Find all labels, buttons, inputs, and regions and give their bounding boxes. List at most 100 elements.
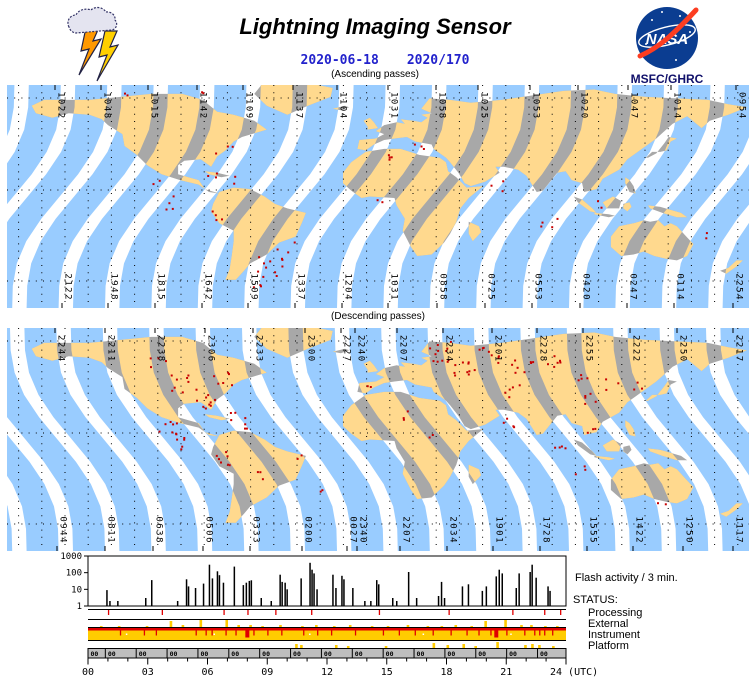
time-axis-labels: 00 03 06 09 12 15 18 21 24 (UTC) xyxy=(82,667,598,678)
svg-text:1901: 1901 xyxy=(494,516,504,544)
lightning-flash-dots xyxy=(124,91,708,289)
svg-text:00: 00 xyxy=(509,650,517,658)
svg-text:1117: 1117 xyxy=(734,516,744,544)
descending-caption: (Descending passes) xyxy=(331,311,425,322)
svg-text:00: 00 xyxy=(324,650,332,658)
agency-label: MSFC/GHRC xyxy=(630,72,704,86)
svg-text:1: 1 xyxy=(77,602,82,612)
orbit-time-labels: 2244 2211 2238 2306 2233 2300 2227 2240 2207 2234… xyxy=(54,328,744,551)
svg-text:00: 00 xyxy=(355,650,363,658)
flash-activity-label: Flash activity / 3 min. xyxy=(575,572,678,584)
svg-text:1014: 1014 xyxy=(672,92,682,120)
svg-text:1031: 1031 xyxy=(389,92,399,120)
instrument-status-marks xyxy=(119,630,554,638)
svg-text:1053: 1053 xyxy=(531,92,541,120)
svg-text:1642: 1642 xyxy=(203,273,213,301)
svg-text:10: 10 xyxy=(71,585,82,595)
svg-text:1204: 1204 xyxy=(343,273,353,301)
svg-text:03: 03 xyxy=(142,667,154,678)
time-axis xyxy=(87,658,567,665)
svg-text:2207: 2207 xyxy=(398,335,408,363)
svg-text:00: 00 xyxy=(262,650,270,658)
ascending-passes-map: 1022 1048 1015 1142 1109 1137 1104 1031 1058 1025… xyxy=(7,85,749,308)
svg-text:2207: 2207 xyxy=(401,516,411,544)
svg-text:00: 00 xyxy=(293,650,301,658)
svg-text:1058: 1058 xyxy=(437,92,447,120)
svg-text:24 (UTC): 24 (UTC) xyxy=(550,667,598,678)
svg-text:0114: 0114 xyxy=(675,273,685,301)
svg-text:0333: 0333 xyxy=(251,516,261,544)
svg-text:1815: 1815 xyxy=(156,273,166,301)
svg-text:00: 00 xyxy=(170,650,178,658)
svg-text:1250: 1250 xyxy=(684,516,694,544)
external-status-marks xyxy=(99,620,559,628)
svg-text:00: 00 xyxy=(447,650,455,658)
flash-spikes xyxy=(106,562,551,606)
svg-text:1031: 1031 xyxy=(389,273,399,301)
svg-text:0858: 0858 xyxy=(438,273,448,301)
svg-text:1109: 1109 xyxy=(244,92,254,120)
svg-text:0944: 0944 xyxy=(58,516,68,544)
svg-text:1047: 1047 xyxy=(629,92,639,120)
svg-text:2240: 2240 xyxy=(356,335,366,363)
svg-text:2300: 2300 xyxy=(306,335,316,363)
svg-text:1555: 1555 xyxy=(588,516,598,544)
svg-text:1015: 1015 xyxy=(149,92,159,120)
status-row-processing: Processing xyxy=(588,607,643,619)
svg-text:1142: 1142 xyxy=(198,92,208,120)
date-doy: 2020/170 xyxy=(406,53,470,68)
svg-text:2255: 2255 xyxy=(584,335,594,363)
processing-status-marks xyxy=(107,610,562,615)
platform-status-marks xyxy=(295,642,555,648)
status-row-instrument: Instrument xyxy=(588,629,640,641)
svg-text:1137: 1137 xyxy=(294,92,304,120)
lightning-cloud-icon xyxy=(67,6,120,82)
page-title: Lightning Imaging Sensor xyxy=(239,14,511,39)
svg-text:0420: 0420 xyxy=(581,273,591,301)
svg-text:18: 18 xyxy=(440,667,452,678)
svg-text:0247: 0247 xyxy=(628,273,638,301)
svg-text:2306: 2306 xyxy=(206,335,216,363)
svg-text:00: 00 xyxy=(540,650,548,658)
svg-text:0027: 0027 xyxy=(348,516,358,544)
svg-text:2340: 2340 xyxy=(358,516,368,544)
svg-text:00: 00 xyxy=(82,667,94,678)
svg-text:1022: 1022 xyxy=(56,92,66,120)
svg-text:15: 15 xyxy=(381,667,393,678)
svg-text:2228: 2228 xyxy=(538,335,548,363)
svg-text:2122: 2122 xyxy=(63,273,73,301)
date-iso: 2020-06-18 xyxy=(300,53,379,68)
svg-text:12: 12 xyxy=(321,667,333,678)
svg-text:2211: 2211 xyxy=(106,335,116,363)
svg-text:2034: 2034 xyxy=(448,516,458,544)
svg-text:21: 21 xyxy=(500,667,512,678)
svg-text:2201: 2201 xyxy=(493,335,503,363)
svg-text:00: 00 xyxy=(417,650,425,658)
svg-text:09: 09 xyxy=(261,667,273,678)
svg-text:1000: 1000 xyxy=(60,552,82,562)
svg-text:1020: 1020 xyxy=(579,92,589,120)
svg-text:2222: 2222 xyxy=(631,335,641,363)
svg-text:2227: 2227 xyxy=(342,335,352,363)
svg-text:0638: 0638 xyxy=(154,516,164,544)
lightning-flash-dots xyxy=(149,340,667,506)
svg-text:1422: 1422 xyxy=(634,516,644,544)
svg-text:2233: 2233 xyxy=(254,335,264,363)
svg-text:00: 00 xyxy=(91,650,99,658)
svg-text:2254: 2254 xyxy=(734,273,744,301)
svg-text:2234: 2234 xyxy=(444,335,454,363)
ascending-caption: (Ascending passes) xyxy=(331,69,419,80)
svg-text:0553: 0553 xyxy=(533,273,543,301)
svg-text:06: 06 xyxy=(201,667,213,678)
status-label: STATUS: xyxy=(573,594,618,606)
orbit-flag-cells: 00 00 00 00 00 00 00 00 00 00 00 00 00 00 00 00 xyxy=(91,648,567,658)
svg-text:1048: 1048 xyxy=(102,92,112,120)
svg-text:2238: 2238 xyxy=(156,335,166,363)
nasa-logo: NASA xyxy=(636,7,699,69)
svg-text:00: 00 xyxy=(139,650,147,658)
svg-text:100: 100 xyxy=(66,569,82,579)
svg-text:00: 00 xyxy=(386,650,394,658)
